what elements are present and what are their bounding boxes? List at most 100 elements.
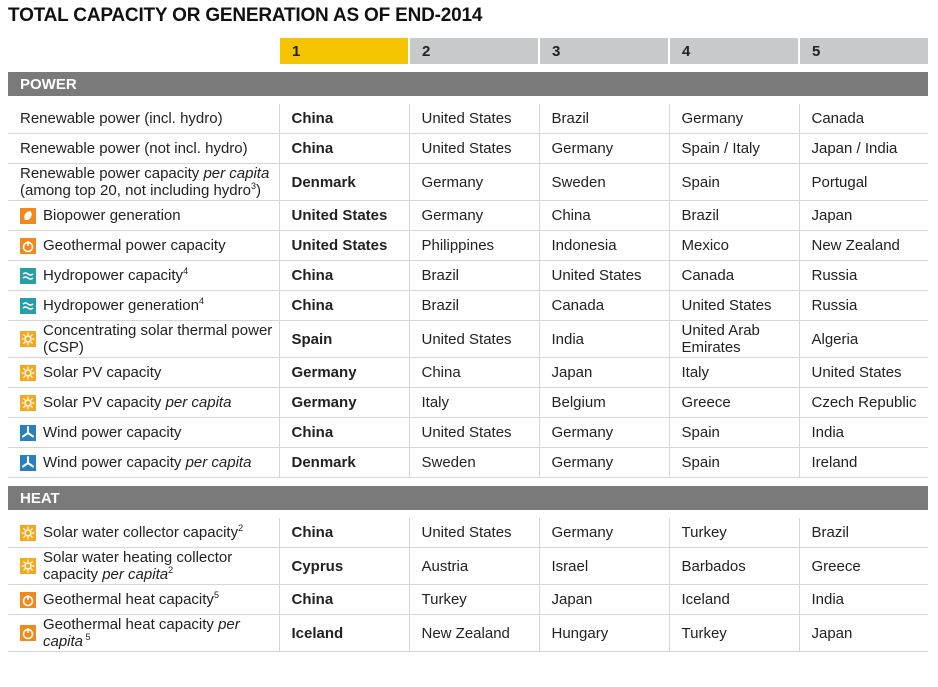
label-wrap: Renewable power capacity per capita (amo…: [20, 165, 275, 199]
footnote-mark: 2: [168, 565, 174, 575]
rank-cell: United States: [798, 357, 928, 388]
section-row: HEAT: [8, 486, 928, 510]
label-part: Geothermal heat capacity: [43, 591, 214, 608]
rank-cell: China: [538, 200, 669, 231]
rank-cell: Brazil: [408, 260, 539, 291]
rank-cell: China: [278, 518, 409, 548]
label-part: Renewable power (not incl. hydro): [20, 140, 248, 157]
rank-cell: Russia: [798, 260, 928, 291]
rank-cell: Philippines: [408, 230, 539, 261]
rank-cell: Iceland: [668, 584, 799, 615]
rank-cell: New Zealand: [798, 230, 928, 261]
label-text: Solar PV capacity: [43, 364, 161, 381]
rank-cell: Sweden: [408, 447, 539, 478]
label-text: Wind power capacity per capita: [43, 454, 251, 471]
footnote-mark: 3: [250, 181, 256, 191]
rank-cell: United States: [408, 320, 539, 358]
rank-cell: Russia: [798, 290, 928, 321]
row-label: Solar water collector capacity2: [8, 518, 279, 548]
table-row: Renewable power capacity per capita (amo…: [8, 163, 928, 201]
label-part: Wind power capacity: [43, 424, 182, 441]
row-label: Biopower generation: [8, 200, 279, 231]
label-part: per capita: [43, 616, 240, 650]
rank-cell: China: [278, 104, 409, 134]
geo-icon: [20, 625, 36, 641]
solar-icon: [20, 558, 36, 574]
bio-icon: [20, 207, 36, 224]
table-row: Solar PV capacity per capita Germany Italy…: [8, 387, 928, 418]
rank-cell: Spain: [668, 447, 799, 478]
solar-icon: [20, 331, 36, 347]
table-row: Renewable power (incl. hydro) China United…: [8, 104, 928, 134]
rank-cell: India: [798, 584, 928, 615]
row-label: Geothermal heat capacity per capita 5: [8, 614, 279, 652]
rank-cell: China: [278, 584, 409, 615]
label-part: Solar PV capacity: [43, 364, 162, 381]
rank-cell: United States: [278, 200, 409, 231]
label-wrap: Hydropower generation4: [20, 297, 275, 314]
footnote-mark: 4: [198, 296, 204, 306]
label-text: Renewable power (incl. hydro): [20, 110, 223, 127]
solar-icon: [20, 364, 36, 381]
table-row: Wind power capacity per capita Denmark Swe…: [8, 447, 928, 478]
rank-cell: India: [538, 320, 669, 358]
column-header: 1: [278, 38, 409, 64]
rank-cell: China: [408, 357, 539, 388]
row-label: Solar PV capacity per capita: [8, 387, 279, 418]
rank-cell: United States: [278, 230, 409, 261]
row-label: Renewable power (not incl. hydro): [8, 133, 279, 164]
label-wrap: Concentrating solar thermal power (CSP): [20, 322, 275, 356]
solar-icon: [20, 524, 36, 541]
rank-cell: Spain: [668, 163, 799, 201]
rank-cell: Germany: [668, 104, 799, 134]
rank-cell: Austria: [408, 547, 539, 585]
label-text: Geothermal power capacity: [43, 237, 226, 254]
label-wrap: Geothermal power capacity: [20, 237, 275, 254]
label-part: per capita: [102, 566, 169, 583]
rank-cell: Ireland: [798, 447, 928, 478]
label-part: Wind power capacity: [43, 454, 186, 471]
rank-cell: Germany: [538, 518, 669, 548]
rank-cell: Germany: [538, 133, 669, 164]
table-row: Geothermal power capacity United States Ph…: [8, 230, 928, 261]
rank-cell: United States: [408, 104, 539, 134]
spacer: [8, 478, 928, 487]
solar-icon: [20, 394, 36, 411]
table-row: Wind power capacity China United States Ger…: [8, 417, 928, 448]
table-row: Hydropower generation4 China Brazil Canada U…: [8, 290, 928, 321]
spacer: [8, 64, 928, 72]
title: TOTAL CAPACITY OR GENERATION AS OF END-2…: [8, 5, 483, 26]
footnote-mark: 2: [238, 523, 244, 533]
spacer: [8, 510, 928, 518]
label-wrap: Wind power capacity per capita: [20, 454, 275, 471]
rank-cell: Japan / India: [798, 133, 928, 164]
label-wrap: Biopower generation: [20, 207, 275, 224]
spacer-cell: [8, 478, 928, 487]
rank-cell: Greece: [668, 387, 799, 418]
footnote-mark: 5: [213, 590, 219, 600]
row-label: Hydropower generation4: [8, 290, 279, 321]
rank-cell: United Arab Emirates: [668, 320, 799, 358]
label-wrap: Geothermal heat capacity per capita 5: [20, 616, 275, 650]
rank-cell: Brazil: [798, 518, 928, 548]
row-label: Geothermal heat capacity5: [8, 584, 279, 615]
geo-icon: [20, 591, 36, 608]
rank-cell: Indonesia: [538, 230, 669, 261]
row-label: Solar PV capacity: [8, 357, 279, 388]
label-part: Renewable power capacity: [20, 165, 204, 182]
table-row: Solar water collector capacity2 China Unit…: [8, 518, 928, 548]
label-text: Solar water heating collector capacity p…: [43, 549, 275, 583]
rank-cell: New Zealand: [408, 614, 539, 652]
label-text: Biopower generation: [43, 207, 181, 224]
rank-cell: Belgium: [538, 387, 669, 418]
section-title: POWER: [8, 72, 928, 96]
rank-cell: Brazil: [538, 104, 669, 134]
label-wrap: Hydropower capacity4: [20, 267, 275, 284]
label-wrap: Solar PV capacity per capita: [20, 394, 275, 411]
table-row: Concentrating solar thermal power (CSP) S…: [8, 320, 928, 358]
label-wrap: Solar water collector capacity2: [20, 524, 275, 541]
rank-cell: China: [278, 290, 409, 321]
label-wrap: Renewable power (incl. hydro): [20, 110, 275, 127]
row-label: Geothermal power capacity: [8, 230, 279, 261]
rank-cell: Algeria: [798, 320, 928, 358]
